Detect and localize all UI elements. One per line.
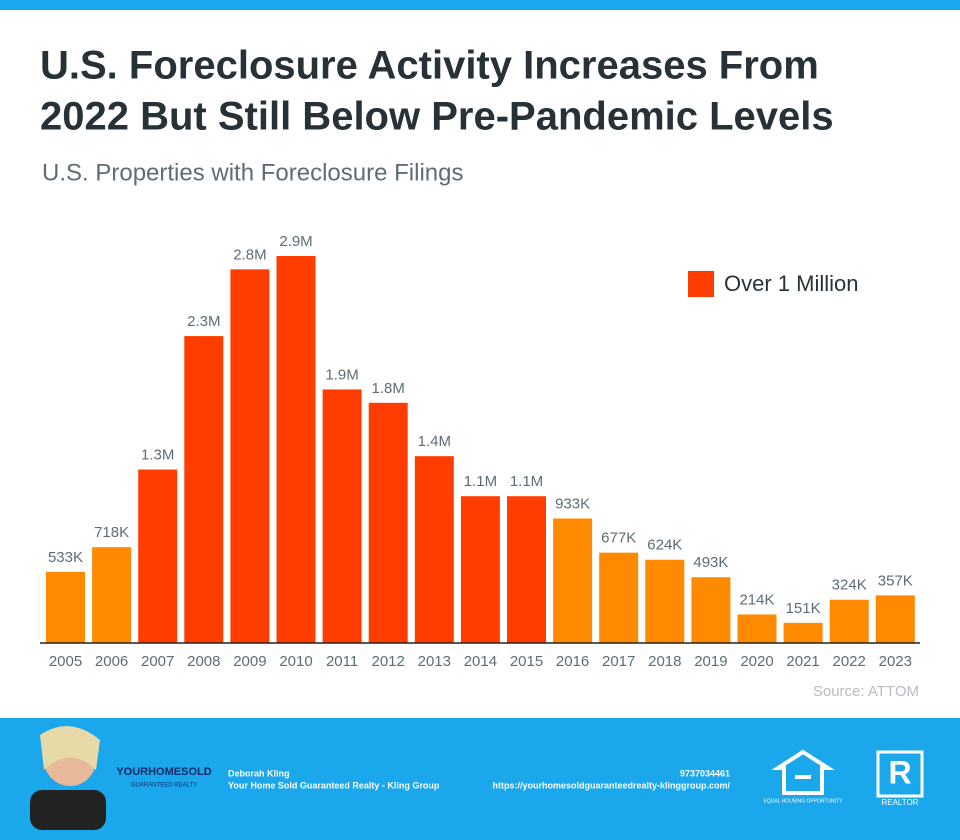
value-label: 2.3M — [187, 313, 220, 330]
x-tick-label: 2014 — [464, 653, 497, 670]
chart-title: 2022 But Still Below Pre-Pandemic Levels — [40, 95, 834, 139]
logo-text: GUARANTEED REALTY — [131, 783, 197, 789]
value-label: 151K — [786, 600, 821, 617]
x-tick-label: 2020 — [740, 653, 773, 670]
bar — [322, 389, 362, 643]
agent-hair — [40, 726, 100, 770]
bar — [276, 256, 316, 643]
value-label: 214K — [739, 591, 774, 608]
bar — [368, 402, 408, 643]
value-label: 1.1M — [510, 473, 543, 490]
bar — [783, 622, 823, 643]
phone: 9737034461 — [680, 768, 730, 778]
value-label: 2.8M — [233, 246, 266, 263]
value-label: 1.9M — [325, 366, 358, 383]
url: https://yourhomesoldguaranteedrealty-kli… — [492, 780, 730, 790]
x-tick-label: 2006 — [95, 653, 128, 670]
bar — [138, 469, 178, 643]
bar — [691, 577, 731, 643]
value-label: 357K — [878, 572, 913, 589]
x-tick-label: 2007 — [141, 653, 174, 670]
bar — [599, 552, 639, 643]
eho-icon — [771, 749, 835, 795]
top-stripe — [0, 0, 960, 10]
x-tick-label: 2015 — [510, 653, 543, 670]
source: Source: ATTOM — [813, 683, 919, 700]
agent-name: Deborah Kling — [228, 768, 290, 778]
x-tick-label: 2023 — [879, 653, 912, 670]
value-label: 1.1M — [464, 473, 497, 490]
eho-icon — [795, 775, 811, 779]
x-tick-label: 2021 — [786, 653, 819, 670]
value-label: 1.3M — [141, 446, 174, 463]
x-tick-label: 2013 — [418, 653, 451, 670]
value-label: 1.8M — [372, 380, 405, 397]
x-tick-label: 2011 — [326, 653, 358, 670]
value-label: 677K — [601, 530, 636, 547]
x-tick-label: 2019 — [694, 653, 727, 670]
realtor-letter: R — [888, 754, 911, 790]
value-label: 933K — [555, 495, 590, 512]
legend-swatch — [688, 271, 714, 297]
value-label: 324K — [832, 577, 867, 594]
value-label: 2.9M — [279, 233, 312, 250]
value-label: 493K — [693, 554, 728, 571]
bar — [829, 599, 869, 643]
x-tick-label: 2018 — [648, 653, 681, 670]
bar — [414, 456, 454, 643]
bar — [507, 496, 546, 643]
value-label: 624K — [647, 537, 682, 554]
value-label: 718K — [94, 524, 129, 541]
bar — [737, 614, 777, 643]
realtor-icon — [876, 750, 924, 798]
x-tick-label: 2017 — [602, 653, 635, 670]
bar — [553, 518, 593, 643]
bar — [875, 595, 915, 643]
chart-subtitle: U.S. Properties with Foreclosure Filings — [42, 159, 463, 186]
x-tick-label: 2016 — [556, 653, 589, 670]
bar — [460, 496, 500, 643]
bar — [230, 269, 270, 643]
x-tick-label: 2012 — [372, 653, 405, 670]
logo-text: YOURHOMESOLD — [116, 766, 211, 778]
x-tick-label: 2008 — [187, 653, 220, 670]
agent-company: Your Home Sold Guaranteed Realty - Kling… — [228, 780, 440, 790]
bar — [46, 571, 85, 643]
bar — [92, 547, 132, 643]
agent-clothes — [30, 790, 106, 830]
value-label: 1.4M — [418, 433, 451, 450]
x-tick-label: 2005 — [49, 653, 82, 670]
legend-label: Over 1 Million — [724, 271, 858, 296]
realtor-text: REALTOR — [881, 798, 918, 807]
bar — [184, 336, 224, 643]
footer: YOURHOMESOLD GUARANTEED REALTY Deborah K… — [0, 718, 960, 840]
value-label: 533K — [48, 549, 83, 566]
bar — [645, 559, 685, 643]
x-tick-label: 2009 — [233, 653, 266, 670]
logo — [118, 760, 210, 800]
x-tick-label: 2022 — [833, 653, 866, 670]
chart-title: U.S. Foreclosure Activity Increases From — [40, 44, 819, 88]
eho-text: EQUAL HOUSING OPPORTUNITY — [764, 798, 844, 804]
x-tick-label: 2010 — [279, 653, 312, 670]
